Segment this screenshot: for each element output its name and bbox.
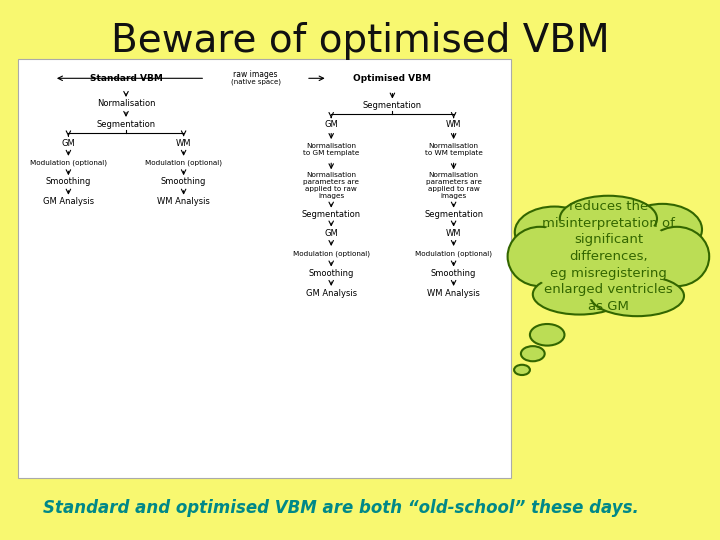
Text: Smoothing: Smoothing [431,269,477,278]
Text: Standard VBM: Standard VBM [89,74,163,83]
Text: Normalisation
to WM template: Normalisation to WM template [425,143,482,156]
Text: (native space): (native space) [230,79,281,85]
Text: Modulation (optional): Modulation (optional) [145,160,222,166]
Text: Normalisation
parameters are
applied to raw
images: Normalisation parameters are applied to … [426,172,482,199]
Ellipse shape [644,227,709,286]
Text: WM: WM [176,139,192,147]
Ellipse shape [530,324,564,346]
Text: Smoothing: Smoothing [308,269,354,278]
Text: Segmentation: Segmentation [363,101,422,110]
FancyBboxPatch shape [18,59,511,478]
Text: Standard and optimised VBM are both “old-school” these days.: Standard and optimised VBM are both “old… [43,498,639,517]
Text: Normalisation
to GM template: Normalisation to GM template [303,143,359,156]
Text: GM: GM [324,120,338,129]
Ellipse shape [515,206,594,258]
Text: Segmentation: Segmentation [302,210,361,219]
Ellipse shape [508,227,572,286]
Ellipse shape [533,274,626,314]
Text: Normalisation
parameters are
applied to raw
images: Normalisation parameters are applied to … [303,172,359,199]
Text: GM Analysis: GM Analysis [305,289,357,298]
Text: WM Analysis: WM Analysis [427,289,480,298]
Text: reduces the
misinterpretation of
significant
differences,
eg misregistering
enla: reduces the misinterpretation of signifi… [542,200,675,313]
Text: Segmentation: Segmentation [96,120,156,129]
Ellipse shape [533,212,684,306]
Text: GM: GM [61,139,76,147]
Ellipse shape [527,213,675,300]
Text: Modulation (optional): Modulation (optional) [30,160,107,166]
Text: Smoothing: Smoothing [45,178,91,186]
Text: Normalisation: Normalisation [96,99,156,108]
Text: WM: WM [446,229,462,238]
Text: raw images: raw images [233,70,278,79]
Text: Modulation (optional): Modulation (optional) [293,251,369,257]
Text: Beware of optimised VBM: Beware of optimised VBM [111,22,609,59]
Text: WM Analysis: WM Analysis [157,197,210,206]
Text: Optimised VBM: Optimised VBM [354,74,431,83]
Ellipse shape [623,204,702,255]
Ellipse shape [560,195,657,241]
Text: WM: WM [446,120,462,129]
Ellipse shape [514,365,530,375]
Text: Segmentation: Segmentation [424,210,483,219]
Text: GM Analysis: GM Analysis [42,197,94,206]
Text: Modulation (optional): Modulation (optional) [415,251,492,257]
Ellipse shape [521,346,544,361]
Text: Smoothing: Smoothing [161,178,207,186]
Text: GM: GM [324,229,338,238]
Ellipse shape [590,275,684,316]
